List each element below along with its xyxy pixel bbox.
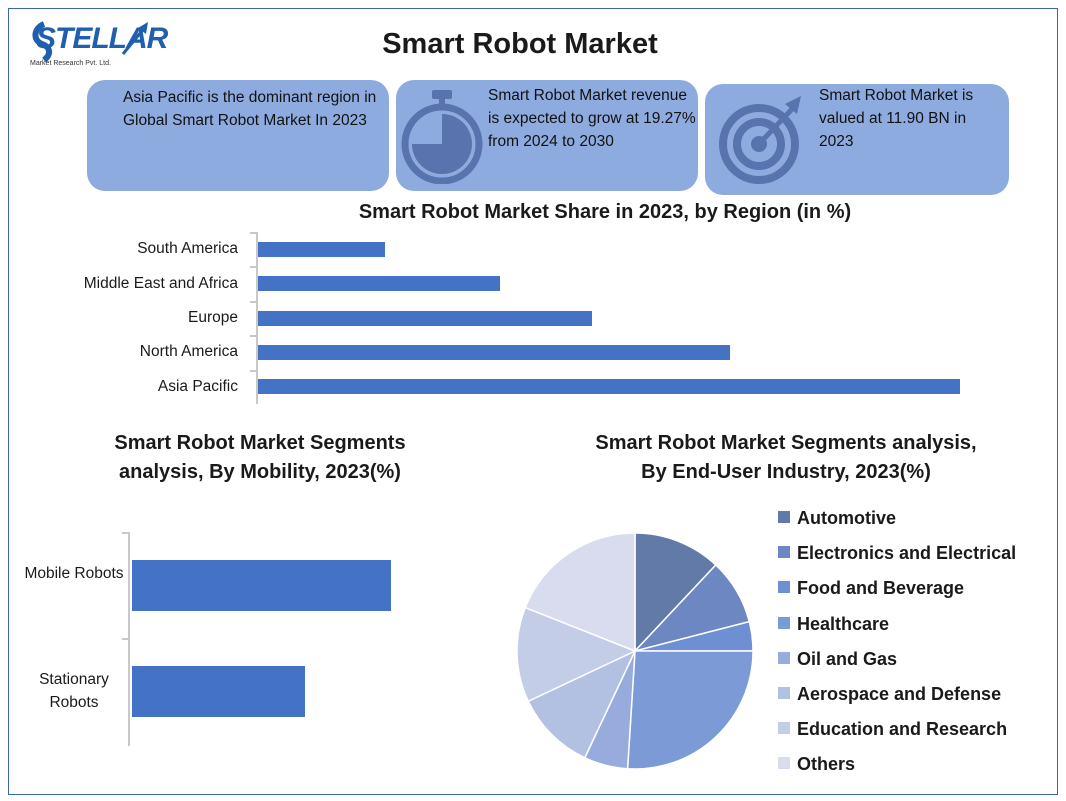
region-chart-title: Smart Robot Market Share in 2023, by Reg…	[358, 201, 852, 223]
legend-label: Others	[797, 754, 856, 775]
legend-swatch	[778, 511, 790, 523]
brand-name: STELLAR	[36, 22, 168, 55]
legend-swatch	[778, 757, 790, 770]
category-label: North America	[139, 343, 238, 361]
legend-item: Education and Research	[778, 719, 1007, 740]
bar	[258, 310, 592, 326]
info-card-text: Smart Robot Market revenue is expected t…	[488, 87, 696, 150]
category-label: Asia Pacific	[157, 377, 238, 395]
axis-tick	[250, 266, 256, 269]
info-card-valuation: Smart Robot Market is valued at 11.90 BN…	[705, 84, 1009, 195]
pie-slice-others	[524, 532, 636, 653]
legend-item: Oil and Gas	[778, 649, 897, 670]
category-label: Middle East and Africa	[83, 274, 238, 292]
axis-tick	[250, 335, 256, 338]
brand-subtitle: Market Research Pvt. Ltd.	[30, 60, 111, 67]
stopwatch-icon	[401, 90, 483, 184]
legend-swatch	[778, 581, 790, 594]
axis-tick	[122, 638, 128, 640]
info-card-dominant-region: Asia Pacific is the dominant region in G…	[87, 80, 389, 191]
legend-label: Automotive	[797, 508, 896, 528]
page-title: Smart Robot Market	[382, 28, 658, 60]
bar	[258, 344, 730, 360]
category-label: South America	[137, 240, 238, 258]
legend-swatch	[778, 722, 790, 735]
legend-swatch	[778, 651, 790, 664]
legend-item: Others	[778, 754, 855, 775]
axis-tick	[250, 300, 256, 303]
pie-slice-healthcare	[626, 650, 754, 770]
category-label: Mobile Robots	[24, 565, 124, 582]
legend-item: Automotive	[778, 508, 896, 529]
axis-tick	[250, 369, 256, 372]
info-card-text: Asia Pacific is the dominant region in G…	[123, 89, 377, 129]
category-label: Stationary Robots	[39, 671, 109, 711]
info-card-growth: Smart Robot Market revenue is expected t…	[396, 80, 698, 191]
pie-slice-aerospace-and-defense	[527, 649, 637, 759]
legend-item: Food and Beverage	[778, 578, 964, 599]
infographic-frame	[8, 8, 1058, 795]
legend-item: Aerospace and Defense	[778, 684, 1001, 705]
category-label: Europe	[188, 309, 238, 326]
bar	[258, 241, 385, 257]
industry-chart-title: Smart Robot Market Segments analysis, By…	[595, 432, 977, 483]
mobility-chart-title: Smart Robot Market Segments analysis, By…	[114, 432, 406, 483]
legend-swatch	[778, 616, 790, 629]
legend-label: Electronics and Electrical	[797, 543, 1017, 564]
bar	[132, 665, 305, 717]
legend-label: Oil and Gas	[797, 648, 898, 669]
legend-label: Healthcare	[797, 613, 890, 634]
info-card-text: Smart Robot Market is valued at 11.90 BN…	[819, 87, 974, 150]
legend-label: Aerospace and Defense	[797, 684, 1002, 704]
legend-label: Education and Research	[797, 719, 1008, 740]
target-icon	[719, 96, 801, 184]
industry-pie-chart	[516, 532, 754, 770]
legend-item: Healthcare	[778, 614, 889, 635]
legend-swatch	[778, 687, 790, 699]
legend-item: Electronics and Electrical	[778, 543, 1016, 564]
legend-swatch	[778, 546, 790, 559]
pie-slice-automotive	[634, 532, 717, 653]
axis-line	[256, 232, 258, 404]
bar	[258, 379, 960, 395]
axis-tick	[250, 232, 256, 234]
bar	[258, 276, 500, 292]
axis-line	[128, 532, 130, 746]
axis-tick	[122, 532, 128, 534]
bar	[132, 559, 392, 611]
legend-label: Food and Beverage	[797, 578, 965, 599]
pie-slice-education-and-research	[516, 606, 637, 703]
